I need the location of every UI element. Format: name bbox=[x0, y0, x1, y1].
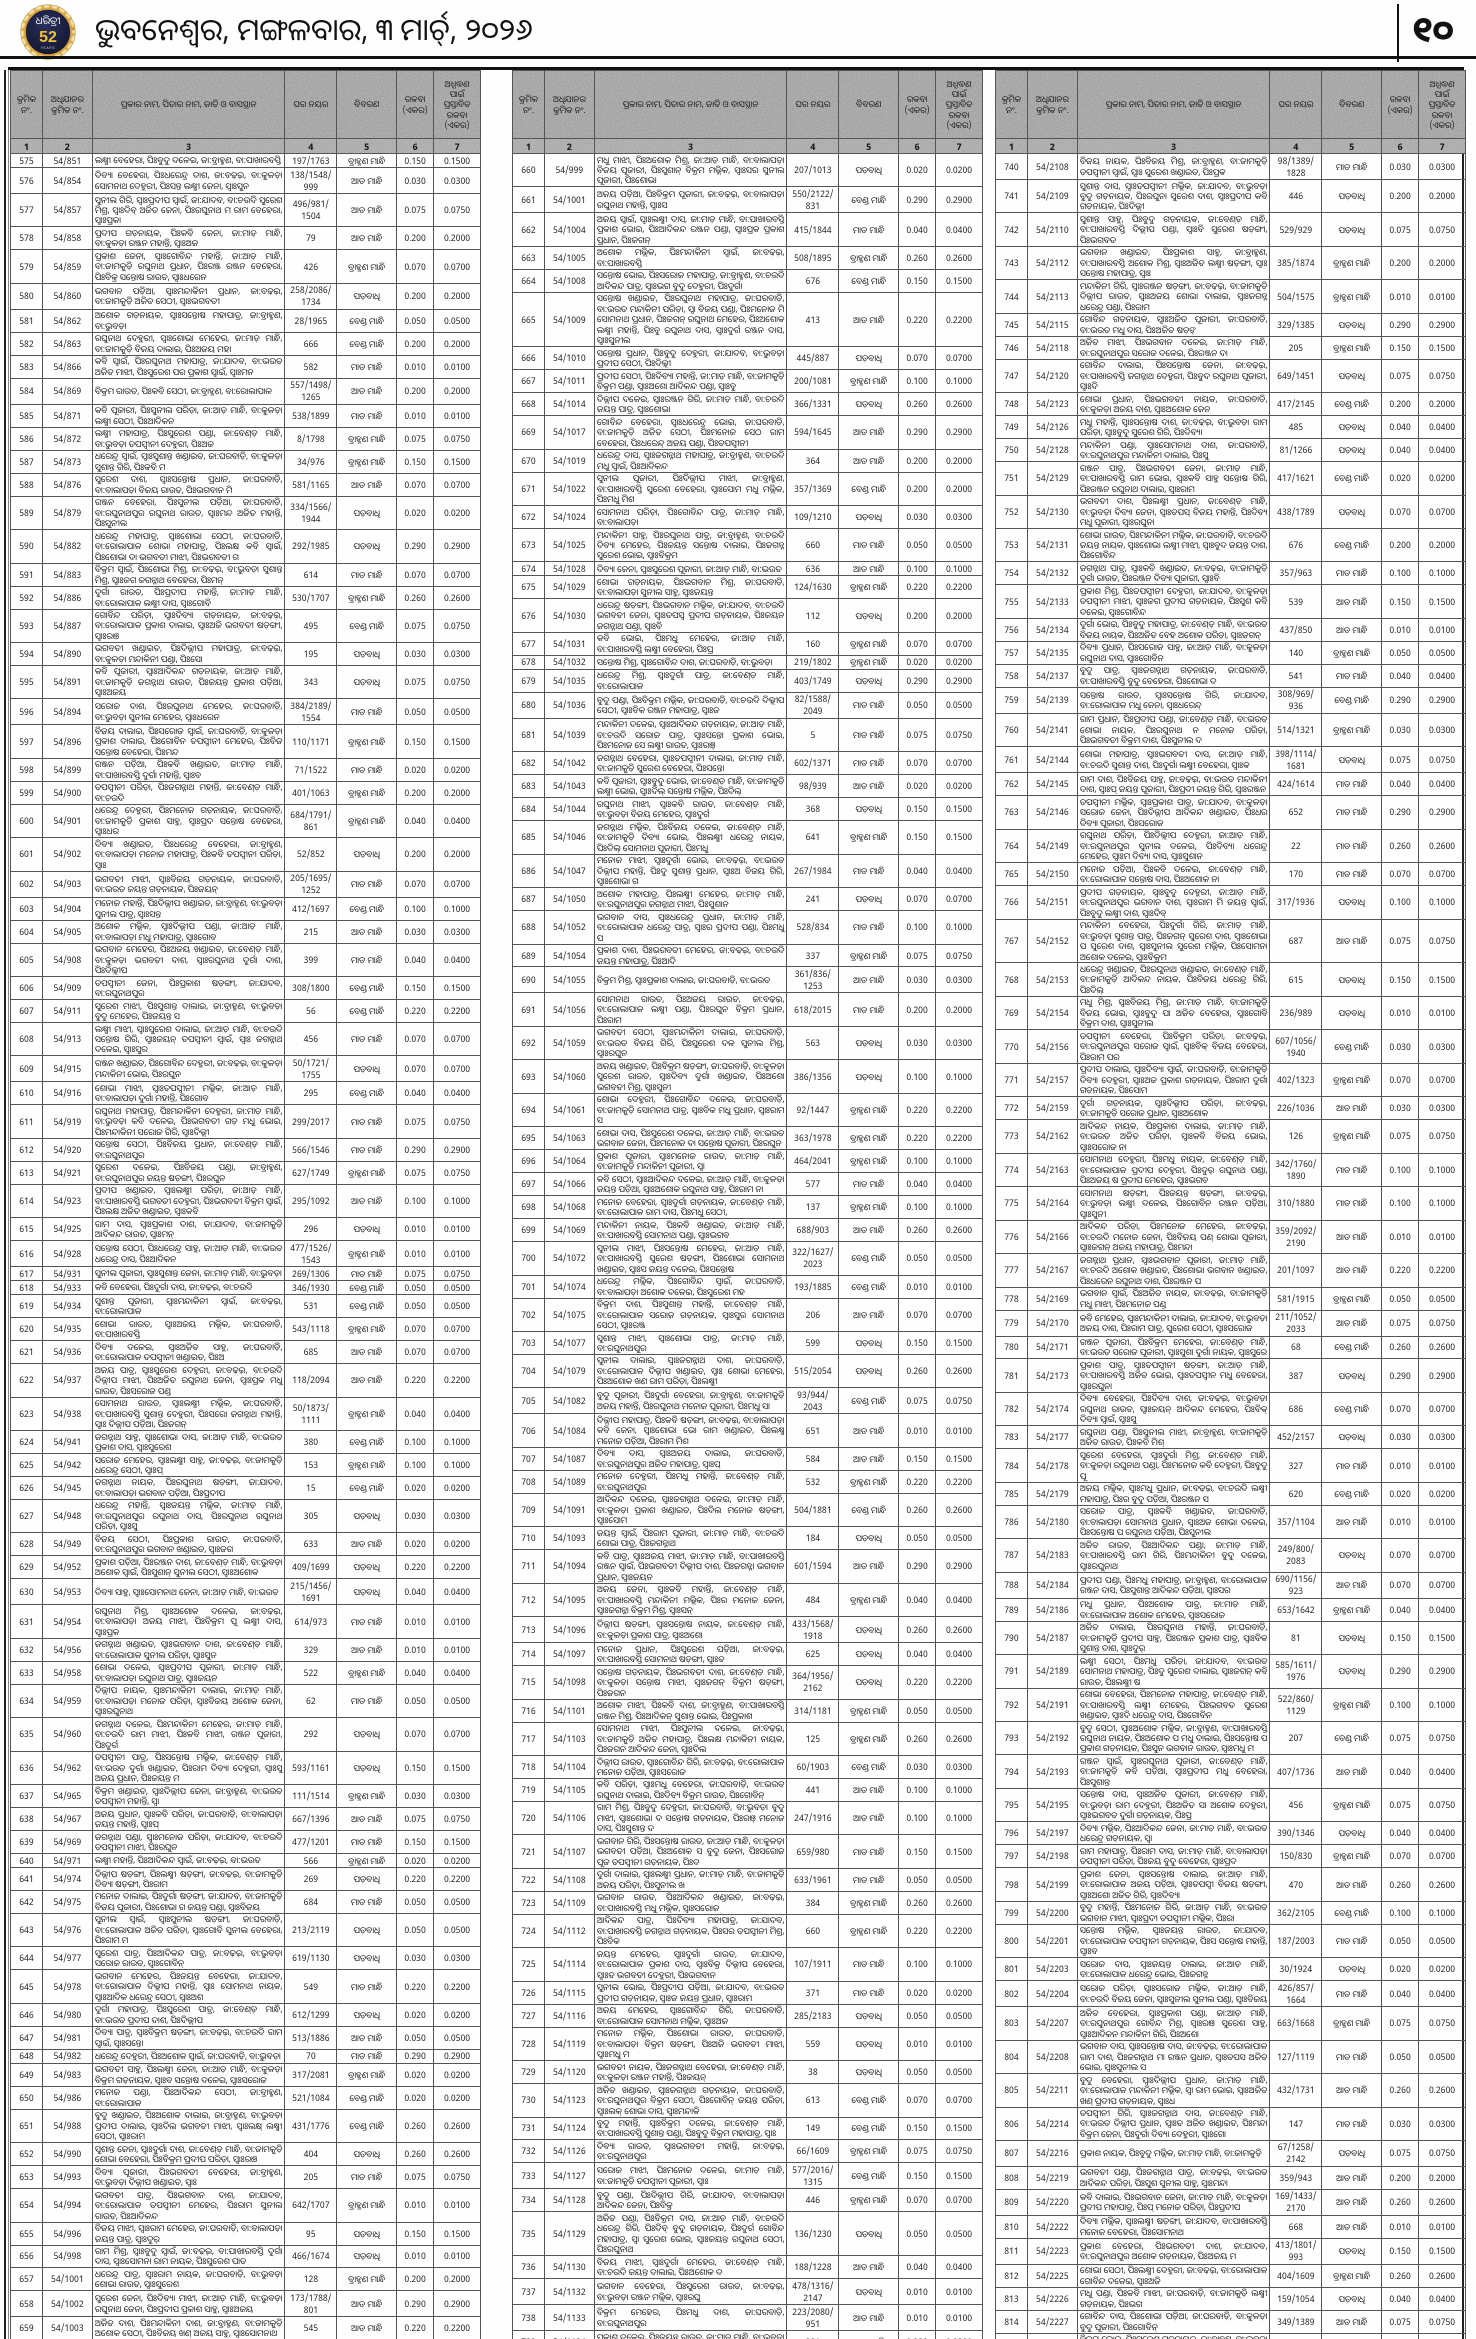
svg-text:52: 52 bbox=[39, 29, 57, 46]
svg-text:YEARS: YEARS bbox=[41, 46, 56, 50]
svg-text:ଧରିତ୍ରୀ: ଧରିତ୍ରୀ bbox=[36, 13, 61, 27]
